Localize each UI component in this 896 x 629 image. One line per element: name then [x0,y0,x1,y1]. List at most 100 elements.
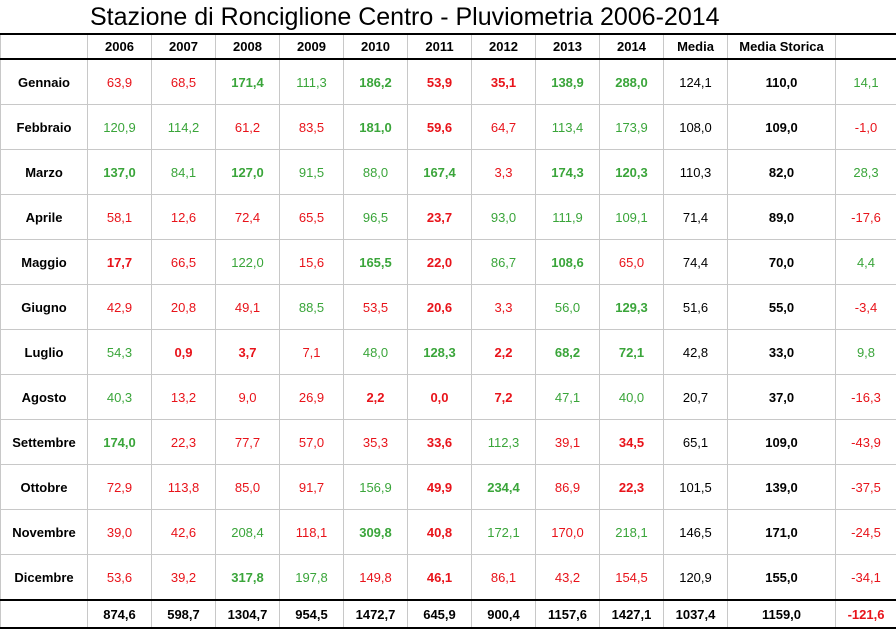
value-cell: 186,2 [344,59,408,105]
difference-cell: 14,1 [836,59,896,105]
value-cell: 149,8 [344,555,408,601]
value-cell: 172,1 [472,510,536,555]
value-cell: 34,5 [600,420,664,465]
difference-cell: -43,9 [836,420,896,465]
total-cell: 954,5 [280,600,344,628]
value-cell: 13,2 [152,375,216,420]
column-header: 2007 [152,34,216,59]
media-storica-cell: 55,0 [728,285,836,330]
month-label: Maggio [1,240,88,285]
month-label: Settembre [1,420,88,465]
value-cell: 122,0 [216,240,280,285]
value-cell: 39,1 [536,420,600,465]
column-header: 2011 [408,34,472,59]
difference-cell: -24,5 [836,510,896,555]
difference-cell: -37,5 [836,465,896,510]
column-header: 2008 [216,34,280,59]
media-storica-cell: 139,0 [728,465,836,510]
month-label: Agosto [1,375,88,420]
value-cell: 49,9 [408,465,472,510]
column-header: 2012 [472,34,536,59]
value-cell: 17,7 [88,240,152,285]
value-cell: 88,5 [280,285,344,330]
value-cell: 156,9 [344,465,408,510]
month-label: Marzo [1,150,88,195]
value-cell: 86,7 [472,240,536,285]
value-cell: 218,1 [600,510,664,555]
value-cell: 42,9 [88,285,152,330]
column-header: Media [664,34,728,59]
value-cell: 77,7 [216,420,280,465]
value-cell: 68,5 [152,59,216,105]
value-cell: 84,1 [152,150,216,195]
media-storica-cell: 155,0 [728,555,836,601]
value-cell: 72,4 [216,195,280,240]
month-label: Giugno [1,285,88,330]
value-cell: 108,6 [536,240,600,285]
value-cell: 7,2 [472,375,536,420]
value-cell: 174,3 [536,150,600,195]
total-cell: 874,6 [88,600,152,628]
totals-label [1,600,88,628]
value-cell: 22,3 [600,465,664,510]
value-cell: 64,7 [472,105,536,150]
value-cell: 54,3 [88,330,152,375]
value-cell: 53,6 [88,555,152,601]
value-cell: 317,8 [216,555,280,601]
media-storica-cell: 70,0 [728,240,836,285]
value-cell: 35,3 [344,420,408,465]
value-cell: 53,5 [344,285,408,330]
month-label: Gennaio [1,59,88,105]
value-cell: 0,9 [152,330,216,375]
column-header: 2006 [88,34,152,59]
value-cell: 42,6 [152,510,216,555]
value-cell: 40,0 [600,375,664,420]
value-cell: 59,6 [408,105,472,150]
value-cell: 129,3 [600,285,664,330]
value-cell: 46,1 [408,555,472,601]
value-cell: 65,0 [600,240,664,285]
difference-cell: 9,8 [836,330,896,375]
value-cell: 63,9 [88,59,152,105]
total-media-storica-cell: 1159,0 [728,600,836,628]
media-storica-cell: 171,0 [728,510,836,555]
value-cell: 2,2 [344,375,408,420]
total-cell: 900,4 [472,600,536,628]
media-cell: 42,8 [664,330,728,375]
value-cell: 39,2 [152,555,216,601]
value-cell: 120,9 [88,105,152,150]
column-header [836,34,896,59]
value-cell: 127,0 [216,150,280,195]
value-cell: 86,9 [536,465,600,510]
value-cell: 2,2 [472,330,536,375]
value-cell: 40,3 [88,375,152,420]
value-cell: 3,3 [472,285,536,330]
value-cell: 88,0 [344,150,408,195]
media-cell: 74,4 [664,240,728,285]
value-cell: 26,9 [280,375,344,420]
media-storica-cell: 33,0 [728,330,836,375]
media-cell: 124,1 [664,59,728,105]
total-cell: 1304,7 [216,600,280,628]
value-cell: 43,2 [536,555,600,601]
total-cell: 598,7 [152,600,216,628]
value-cell: 47,1 [536,375,600,420]
value-cell: 86,1 [472,555,536,601]
month-label: Aprile [1,195,88,240]
value-cell: 197,8 [280,555,344,601]
value-cell: 113,4 [536,105,600,150]
value-cell: 72,1 [600,330,664,375]
value-cell: 22,3 [152,420,216,465]
media-storica-cell: 37,0 [728,375,836,420]
month-label: Ottobre [1,465,88,510]
difference-cell: -3,4 [836,285,896,330]
value-cell: 112,3 [472,420,536,465]
